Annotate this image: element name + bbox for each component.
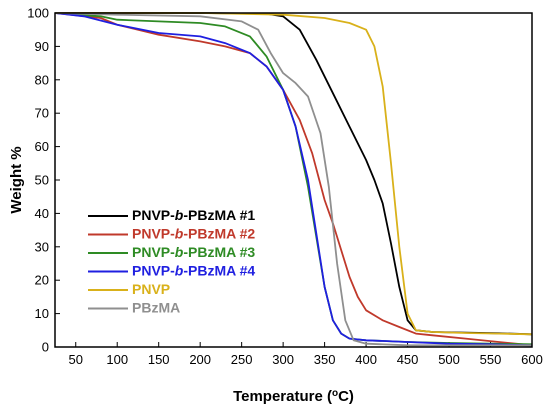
- x-tick-label: 550: [480, 352, 502, 367]
- legend-label-italic: b: [175, 207, 184, 223]
- legend-label-part: -PBzMA #2: [183, 226, 255, 242]
- x-axis-title-unit: C): [338, 388, 354, 405]
- x-axis-title-main: Temperature (: [233, 388, 332, 405]
- x-tick-label: 50: [69, 352, 83, 367]
- x-tick-label: 300: [272, 352, 294, 367]
- plot-frame: [54, 12, 533, 348]
- legend-label-part: PBzMA: [132, 300, 180, 316]
- y-tick-label: 90: [35, 39, 49, 54]
- y-tick-label: 20: [35, 273, 49, 288]
- x-tick-label: 250: [231, 352, 253, 367]
- x-axis-title: Temperature (oC): [233, 388, 354, 406]
- y-tick-label: 60: [35, 139, 49, 154]
- series-line-5: [55, 12, 533, 336]
- x-tick-label: 200: [189, 352, 211, 367]
- x-tick-label: 350: [314, 352, 336, 367]
- legend-label: PNVP: [132, 281, 170, 297]
- legend-label-italic: b: [175, 244, 184, 260]
- legend-label-part: PNVP-: [132, 207, 175, 223]
- legend-label-part: -PBzMA #4: [183, 263, 255, 279]
- y-tick-label: 70: [35, 106, 49, 121]
- x-tick-label: 150: [148, 352, 170, 367]
- x-tick-label: 100: [106, 352, 128, 367]
- y-tick-label: 10: [35, 306, 49, 321]
- series-line-3: [54, 12, 533, 346]
- legend-label: PBzMA: [132, 300, 180, 316]
- legend-label-italic: b: [175, 226, 184, 242]
- legend-label-part: -PBzMA #1: [183, 207, 255, 223]
- axes-layer: 50 100 150 200 250 300 350 400 450 500 550 600 0 10 20…: [27, 6, 543, 368]
- x-tick-label: 450: [397, 352, 419, 367]
- x-tick-label: 600: [521, 352, 543, 367]
- legend-label: PNVP-b-PBzMA #3: [132, 244, 255, 260]
- y-axis-title: Weight %: [8, 146, 25, 213]
- x-axis-title-sup: o: [332, 388, 338, 399]
- y-tick-label: 100: [27, 6, 49, 21]
- y-tick-label: 80: [35, 72, 49, 87]
- legend-label: PNVP-b-PBzMA #2: [132, 226, 255, 242]
- legend-label: PNVP-b-PBzMA #1: [132, 207, 255, 223]
- legend-label-part: PNVP: [132, 281, 170, 297]
- legend-label: PNVP-b-PBzMA #4: [132, 263, 255, 279]
- legend-label-part: PNVP-: [132, 244, 175, 260]
- x-tick-label: 400: [355, 352, 377, 367]
- y-tick-label: 30: [35, 239, 49, 254]
- y-tick-label: 50: [35, 173, 49, 188]
- series-line-2: [54, 12, 533, 347]
- series-layer: [54, 12, 533, 347]
- series-line-6: [54, 12, 532, 347]
- series-line-1: [55, 12, 533, 336]
- legend-label-part: -PBzMA #3: [183, 244, 255, 260]
- series-line-4: [54, 12, 533, 347]
- legend-label-part: PNVP-: [132, 263, 175, 279]
- x-tick-label: 500: [438, 352, 460, 367]
- y-tick-label: 40: [35, 206, 49, 221]
- legend-label-italic: b: [175, 263, 184, 279]
- y-tick-label: 0: [42, 340, 49, 355]
- legend-label-part: PNVP-: [132, 226, 175, 242]
